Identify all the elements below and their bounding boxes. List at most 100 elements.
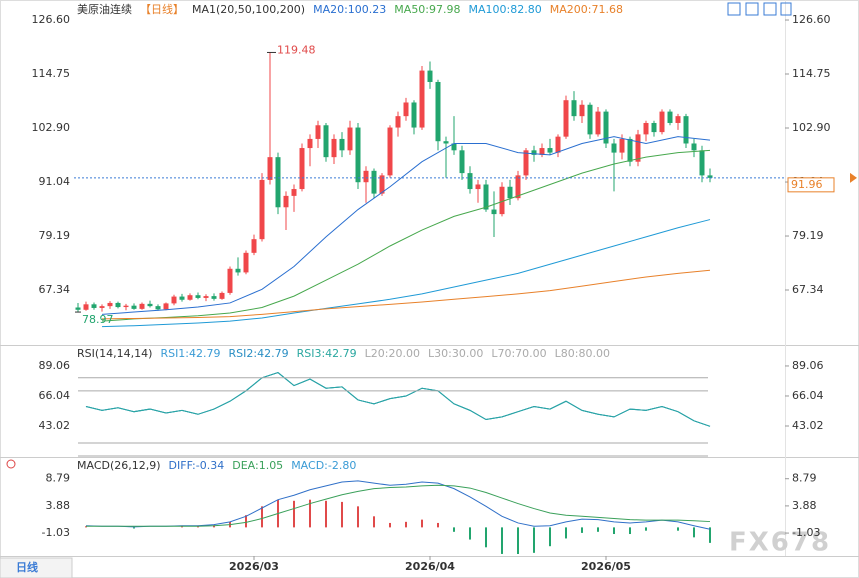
y-tick-label: 79.19 xyxy=(792,229,824,242)
legend-item: DIFF:-0.34 xyxy=(169,459,225,472)
candle-body xyxy=(459,150,465,174)
candle-body xyxy=(259,179,265,240)
y-tick-label: 114.75 xyxy=(32,67,71,80)
zoom-button[interactable] xyxy=(745,2,759,16)
candle-body xyxy=(467,173,473,190)
candle-body xyxy=(627,138,633,162)
y-tick-label: -1.03 xyxy=(792,526,820,539)
candle-body xyxy=(555,136,561,153)
candle-body xyxy=(683,116,689,144)
candle-body xyxy=(659,111,665,133)
legend-item: L20:20.00 xyxy=(365,347,420,360)
legend-item: MA200:71.68 xyxy=(550,3,623,16)
y-tick-label: 79.19 xyxy=(39,229,71,242)
candle-body xyxy=(355,127,361,183)
candle-body xyxy=(483,184,489,210)
y-tick-label: 102.90 xyxy=(792,121,831,134)
candle-body xyxy=(691,143,697,151)
candle-body xyxy=(643,122,649,135)
legend-item: MA100:82.80 xyxy=(469,3,542,16)
legend-item: MA20:100.23 xyxy=(313,3,386,16)
last-price-arrow xyxy=(850,172,857,183)
legend-item: RSI(14,14,14) xyxy=(77,347,152,360)
x-tick-label: 2026/05 xyxy=(581,560,631,573)
price-plot xyxy=(75,52,713,328)
candle-body xyxy=(219,292,225,299)
period-button[interactable] xyxy=(0,557,73,578)
candle-body xyxy=(115,302,121,308)
candle-body xyxy=(579,104,585,117)
x-tick-label: 2026/04 xyxy=(405,560,455,573)
macd-plot xyxy=(85,480,711,554)
last-price-label: 91.96 xyxy=(791,178,823,191)
zoom-button[interactable] xyxy=(727,2,741,16)
candle-body xyxy=(587,104,593,135)
candle-body xyxy=(491,209,497,215)
legend-item: RSI3:42.79 xyxy=(297,347,357,360)
ma-line xyxy=(101,136,711,315)
candle-body xyxy=(315,125,321,139)
candle-body xyxy=(371,170,377,194)
candle-body xyxy=(203,296,209,298)
legend-item: MA50:97.98 xyxy=(394,3,460,16)
candle-body xyxy=(531,150,537,155)
candle-body xyxy=(635,134,641,162)
y-tick-label: 43.02 xyxy=(39,419,71,432)
candle-body xyxy=(387,127,393,176)
candle-body xyxy=(107,302,113,307)
candle-body xyxy=(571,100,577,117)
y-tick-label: 126.60 xyxy=(32,13,71,26)
candle-body xyxy=(523,150,529,176)
watermark: FX678 xyxy=(729,528,831,558)
legend-item: RSI1:42.79 xyxy=(160,347,220,360)
candle-body xyxy=(75,307,81,310)
x-tick-label: 2026/03 xyxy=(229,560,279,573)
candle-body xyxy=(619,138,625,153)
candle-body xyxy=(539,148,545,155)
candle-body xyxy=(91,304,97,308)
candle-body xyxy=(667,111,673,123)
y-tick-label: 8.79 xyxy=(46,472,71,485)
candle-body xyxy=(443,141,449,144)
candle-body xyxy=(187,295,193,300)
candle-body xyxy=(699,150,705,176)
candle-body xyxy=(611,143,617,153)
period-button-wrap[interactable]: 日线 xyxy=(0,557,73,578)
candle-body xyxy=(155,306,161,310)
settings-icon[interactable] xyxy=(6,459,16,469)
ma-line xyxy=(101,219,711,328)
y-tick-label: 89.06 xyxy=(39,359,71,372)
candle-body xyxy=(331,138,337,158)
legend-item: L30:30.00 xyxy=(428,347,483,360)
legend-item: 美原油连续 xyxy=(77,2,132,16)
candle-body xyxy=(227,268,233,293)
layout-button[interactable] xyxy=(763,2,777,16)
candle-body xyxy=(243,252,249,273)
legend-item: RSI2:42.79 xyxy=(229,347,289,360)
candle-body xyxy=(515,175,521,199)
max-label: 119.48 xyxy=(277,43,316,56)
period-button-label[interactable]: 日线 xyxy=(16,560,38,574)
candle-body xyxy=(547,148,553,153)
candle-body xyxy=(163,303,169,310)
candle-body xyxy=(419,70,425,128)
close-button[interactable] xyxy=(780,2,792,16)
candle-body xyxy=(651,122,657,133)
rsi-line xyxy=(85,372,711,427)
toolbar xyxy=(727,2,792,16)
candle-body xyxy=(595,111,601,135)
candle-body xyxy=(291,189,297,196)
candle-body xyxy=(283,195,289,208)
candle-body xyxy=(707,175,713,178)
candle-body xyxy=(347,127,353,151)
candle-body xyxy=(395,116,401,128)
legend-item: L80:80.00 xyxy=(555,347,610,360)
candle-body xyxy=(411,102,417,128)
y-tick-label: 66.04 xyxy=(792,389,824,402)
ma-line xyxy=(101,149,711,322)
candle-body xyxy=(675,116,681,123)
candle-body xyxy=(435,81,441,142)
y-tick-label: 102.90 xyxy=(32,121,71,134)
